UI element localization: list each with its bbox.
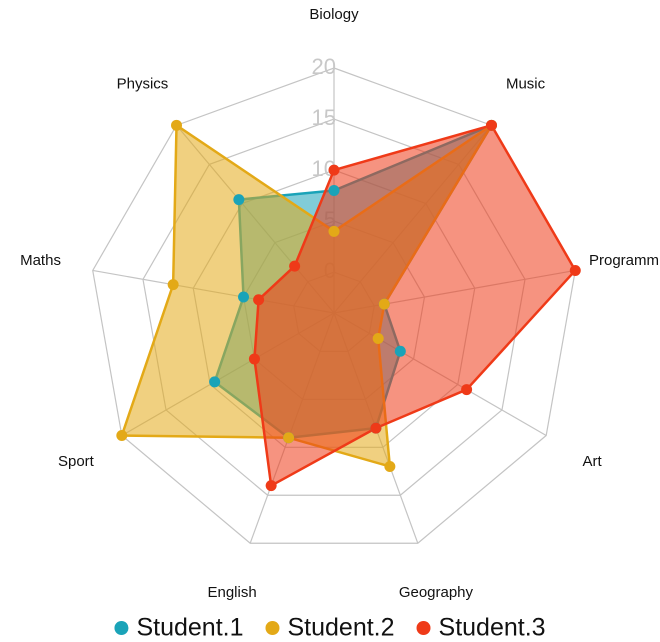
- data-point: [461, 384, 473, 396]
- series-area: [253, 124, 577, 487]
- axis-label: Programm: [589, 252, 659, 269]
- data-point: [485, 119, 497, 131]
- axis-label: Geography: [399, 584, 474, 601]
- data-point: [370, 422, 382, 434]
- axis-label: Physics: [117, 76, 169, 93]
- axis-label: Music: [506, 76, 546, 93]
- data-point: [328, 164, 340, 176]
- axis-label: Maths: [20, 252, 61, 269]
- ring-label: 15: [312, 105, 336, 130]
- data-point: [289, 260, 301, 272]
- legend-marker: [416, 621, 431, 635]
- data-point: [378, 298, 390, 310]
- data-point: [248, 353, 260, 365]
- axis-label: Sport: [58, 453, 95, 470]
- legend-label: Student.3: [439, 614, 546, 642]
- data-point: [116, 430, 128, 441]
- data-point: [384, 460, 396, 472]
- legend: Student.1 Student.2 Student.3: [114, 614, 546, 642]
- axis-label: Art: [582, 453, 602, 470]
- data-point: [394, 345, 406, 357]
- data-point: [233, 194, 245, 206]
- legend-label: Student.1: [136, 614, 243, 642]
- data-point: [265, 480, 277, 492]
- legend-marker: [114, 621, 129, 635]
- data-point: [209, 376, 221, 388]
- axis-label: English: [207, 584, 256, 601]
- legend-label: Student.2: [287, 614, 394, 642]
- legend-marker: [265, 621, 280, 635]
- data-point: [328, 185, 340, 196]
- axis-label: Biology: [309, 6, 359, 23]
- data-point: [253, 294, 265, 306]
- data-point: [283, 432, 295, 444]
- ring-label: 20: [312, 54, 336, 79]
- data-point: [569, 264, 581, 276]
- data-point: [171, 119, 183, 131]
- data-point: [167, 279, 179, 291]
- data-point: [372, 333, 384, 345]
- data-point: [238, 291, 250, 303]
- data-point: [328, 225, 340, 237]
